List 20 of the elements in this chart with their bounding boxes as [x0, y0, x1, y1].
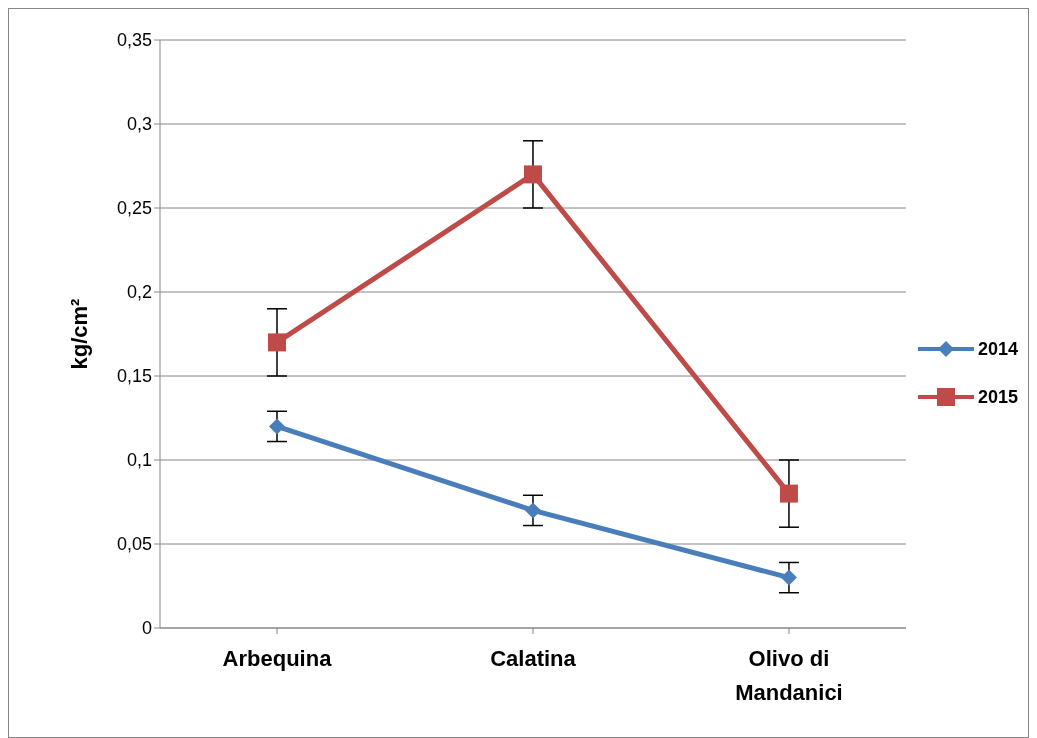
legend-label: 2015 — [977, 386, 1018, 408]
y-tick-label: 0,35 — [116, 30, 152, 51]
legend-label: 2014 — [977, 338, 1018, 360]
point — [524, 502, 541, 519]
y-tick-label: 0,15 — [116, 366, 152, 387]
x-tick-label: Olivo di Mandanici — [735, 646, 843, 705]
y-tick-label: 0,1 — [126, 450, 152, 471]
x-tick-label: Arbequina — [222, 646, 333, 671]
y-tick-label: 0 — [141, 618, 152, 639]
y-tick-label: 0,25 — [116, 198, 152, 219]
point — [779, 484, 798, 503]
point — [780, 569, 797, 586]
y-tick-label: 0,05 — [116, 534, 152, 555]
x-tick-label: Calatina — [490, 646, 577, 671]
point — [268, 333, 286, 352]
point — [269, 418, 285, 435]
y-axis-title: kg/cm² — [66, 298, 92, 370]
point — [523, 165, 542, 184]
y-tick-label: 0,2 — [126, 282, 152, 303]
y-tick-label: 0,3 — [126, 114, 152, 135]
